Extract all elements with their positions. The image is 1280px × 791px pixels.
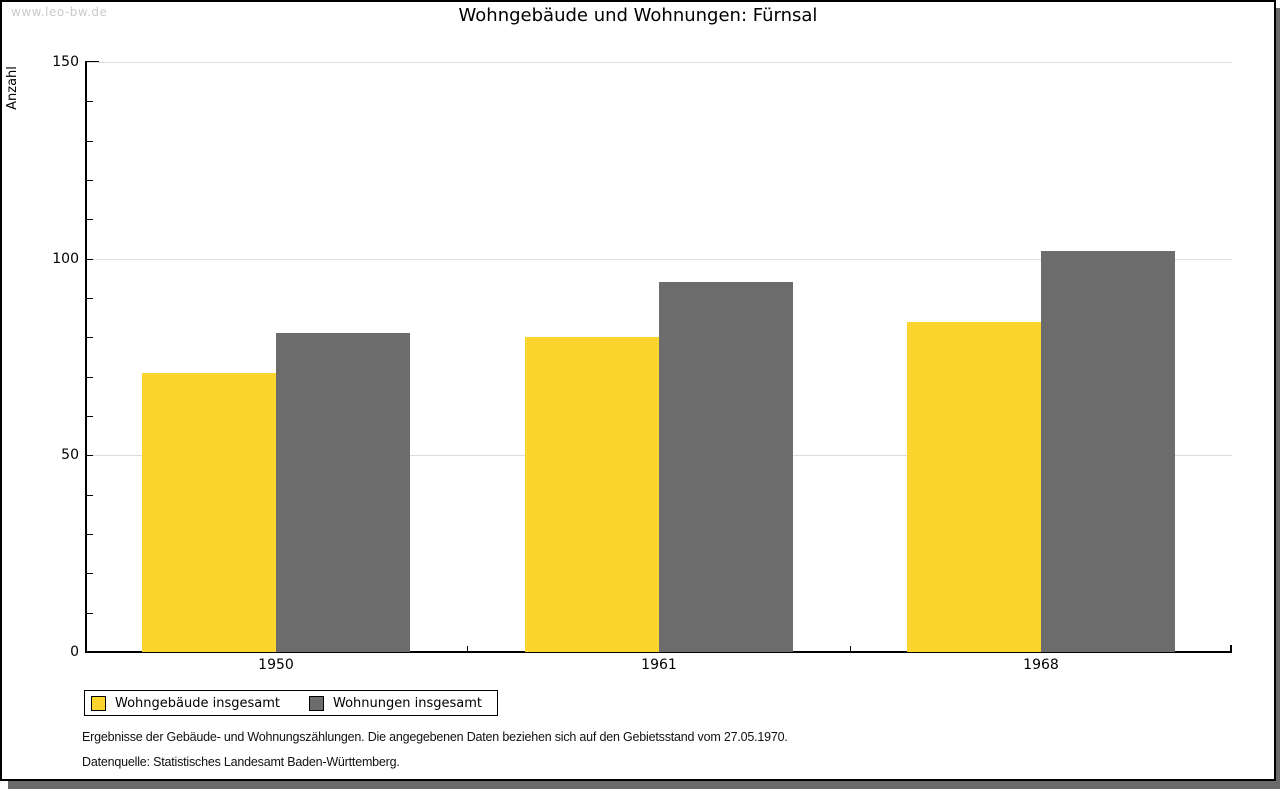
legend-item-wohnungen: Wohnungen insgesamt — [309, 695, 482, 711]
gridline-150 — [87, 62, 1232, 63]
y-tick-label-0: 0 — [70, 644, 79, 660]
y-tick-mark-10 — [87, 613, 93, 614]
y-tick-mark-60 — [87, 416, 93, 417]
y-tick-mark-30 — [87, 534, 93, 535]
x-axis-endcap — [1230, 645, 1232, 653]
y-axis-line — [85, 61, 87, 653]
legend-swatch-yellow-icon — [91, 695, 106, 711]
y-tick-mark-20 — [87, 573, 93, 574]
bar-1968-wohnungen — [1041, 251, 1175, 652]
x-tick-mark-1 — [467, 646, 468, 652]
x-axis-line — [85, 651, 1232, 653]
x-category-label-1961: 1961 — [641, 657, 677, 673]
footnote-line-2: Datenquelle: Statistisches Landesamt Bad… — [82, 755, 400, 769]
legend-label-wohnungen: Wohnungen insgesamt — [333, 695, 482, 711]
y-tick-mark-130 — [87, 141, 93, 142]
gridline-100 — [87, 259, 1232, 260]
y-tick-mark-140 — [87, 101, 93, 102]
watermark: www.leo-bw.de — [11, 5, 108, 19]
legend: Wohngebäude insgesamt Wohnungen insgesam… — [84, 690, 498, 716]
legend-swatch-gray-icon — [309, 695, 324, 711]
y-tick-label-50: 50 — [61, 447, 79, 463]
chart-title: Wohngebäude und Wohnungen: Fürnsal — [458, 5, 818, 26]
y-tick-mark-110 — [87, 219, 93, 220]
bar-1968-wohngebaeude — [907, 322, 1041, 652]
y-tick-mark-100 — [87, 259, 93, 260]
bar-1961-wohnungen — [659, 282, 793, 652]
x-category-label-1968: 1968 — [1023, 657, 1059, 673]
bar-1961-wohngebaeude — [525, 337, 659, 652]
bar-1950-wohnungen — [276, 333, 410, 652]
y-tick-mark-80 — [87, 337, 93, 338]
legend-label-wohngebaeude: Wohngebäude insgesamt — [115, 695, 280, 711]
y-tick-mark-70 — [87, 377, 93, 378]
x-tick-mark-2 — [850, 646, 851, 652]
y-tick-label-150: 150 — [52, 54, 79, 70]
y-tick-label-100: 100 — [52, 251, 79, 267]
legend-item-wohngebaeude: Wohngebäude insgesamt — [91, 695, 280, 711]
footnote-line-1: Ergebnisse der Gebäude- und Wohnungszähl… — [82, 730, 788, 744]
y-tick-mark-50 — [87, 455, 93, 456]
bar-1950-wohngebaeude — [142, 373, 276, 652]
y-axis-title: Anzahl — [5, 66, 20, 110]
y-tick-mark-120 — [87, 180, 93, 181]
y-tick-mark-90 — [87, 298, 93, 299]
x-category-label-1950: 1950 — [258, 657, 294, 673]
y-tick-mark-40 — [87, 495, 93, 496]
